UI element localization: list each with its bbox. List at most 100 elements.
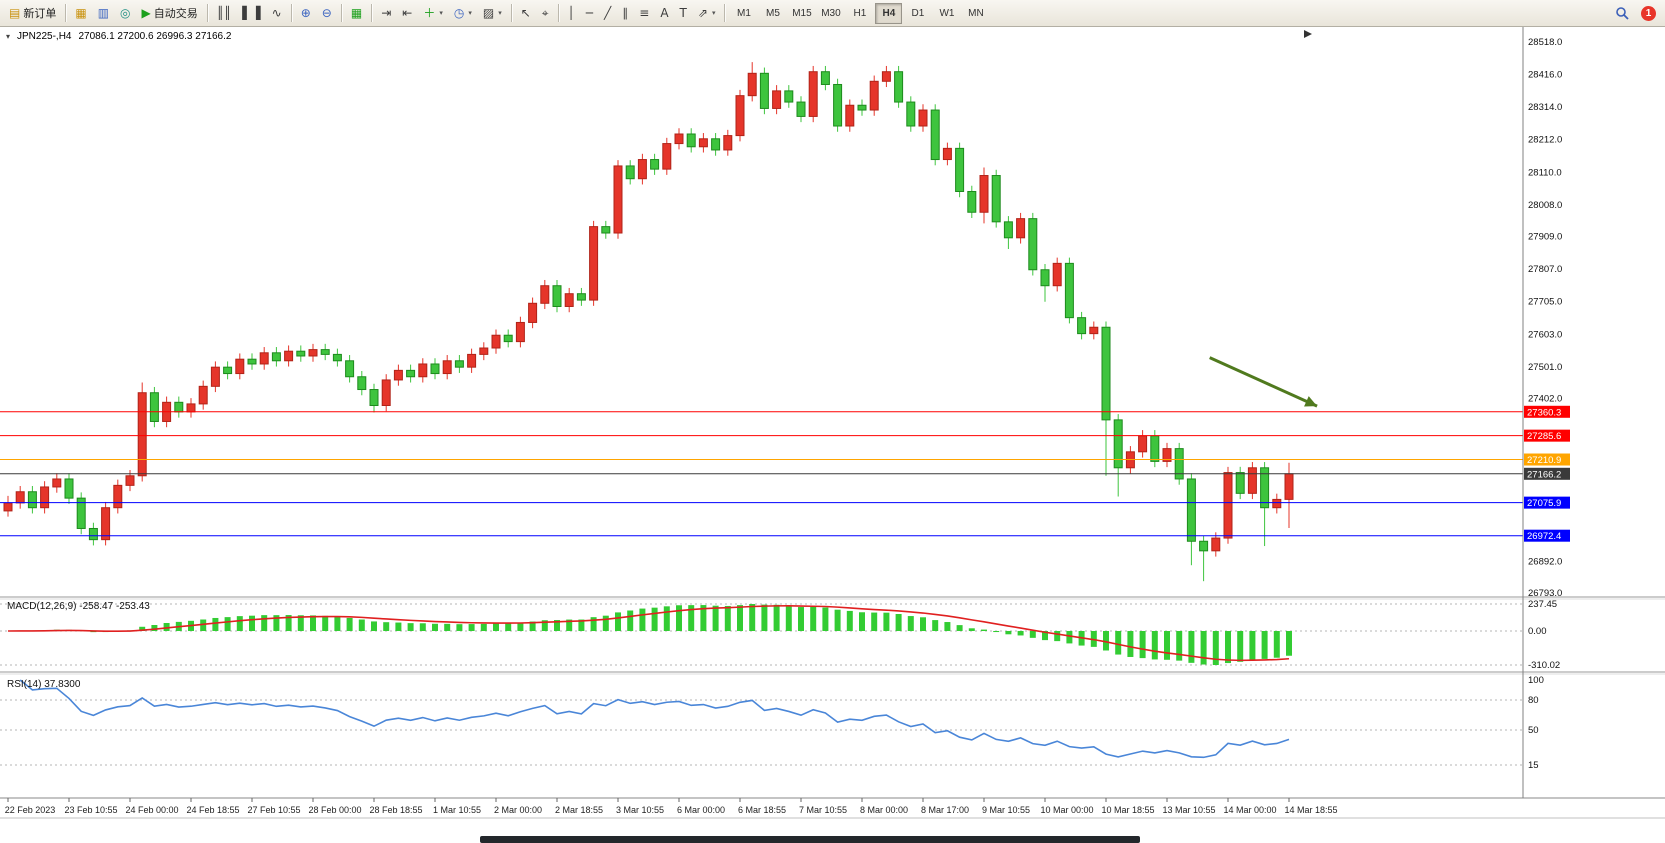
timeframe-button-m5[interactable]: M5 xyxy=(766,7,780,19)
crosshair-tool-button[interactable]: ⌖ xyxy=(537,2,554,25)
price-axis-label: 28110.0 xyxy=(1528,167,1562,178)
auto-scroll-icon: ⇥ xyxy=(381,6,392,20)
toolbar-separator xyxy=(724,4,726,22)
tile-windows-button[interactable]: ▦ xyxy=(346,2,367,25)
time-axis-label: 28 Feb 00:00 xyxy=(308,805,361,815)
time-axis-label: 24 Feb 18:55 xyxy=(186,805,239,815)
autotrading-button[interactable]: ▶ 自动交易 xyxy=(137,2,203,25)
price-axis-label: 27705.0 xyxy=(1528,297,1562,308)
vertical-line-tool-button[interactable]: │ xyxy=(563,2,580,25)
text-label-icon: T xyxy=(679,6,687,20)
zoom-out-button[interactable]: ⊖ xyxy=(317,2,337,25)
vertical-line-icon: │ xyxy=(567,6,575,20)
zoom-in-button[interactable]: ⊕ xyxy=(296,2,316,25)
price-axis-label: 28212.0 xyxy=(1528,135,1562,146)
chart-canvas[interactable]: 28518.0 28416.0 28314.0 28212.0 28110.0 28008… xyxy=(0,27,1665,843)
text-tool-button[interactable]: A xyxy=(655,2,673,25)
timeframe-button-m15[interactable]: M15 xyxy=(792,7,812,19)
toolbar-right-group: 1 xyxy=(1610,2,1661,25)
timeframe-button-d1[interactable]: D1 xyxy=(911,7,925,19)
text-icon: A xyxy=(660,6,669,20)
fibonacci-icon: ≡ xyxy=(639,6,650,20)
rsi-axis-label: 80 xyxy=(1528,695,1539,706)
horizontal-line-icon: ─ xyxy=(585,6,594,20)
market-watch-button[interactable]: ▦ xyxy=(70,2,91,25)
price-axis-label: 28416.0 xyxy=(1528,70,1562,81)
chevron-down-icon: ▾ xyxy=(468,9,472,17)
candlestick-mode-button[interactable]: ▌▐ xyxy=(237,2,265,25)
price-axis-label: 27501.0 xyxy=(1528,362,1562,373)
search-icon xyxy=(1616,7,1629,20)
line-chart-mode-button[interactable]: ∿ xyxy=(267,2,287,25)
cursor-tool-button[interactable]: ↖ xyxy=(516,2,536,25)
bar-chart-mode-button[interactable]: ║║ xyxy=(212,2,236,25)
price-axis-label: 28518.0 xyxy=(1528,37,1562,48)
timeframe-button-w1[interactable]: W1 xyxy=(939,7,955,19)
time-axis-label: 9 Mar 10:55 xyxy=(982,805,1030,815)
text-label-tool-button[interactable]: T xyxy=(675,2,692,25)
navigator-button[interactable]: ◎ xyxy=(115,2,135,25)
channel-icon: ∥ xyxy=(622,6,629,20)
price-axis-label: 27807.0 xyxy=(1528,264,1562,275)
chevron-down-icon: ▾ xyxy=(439,9,443,17)
scroll-to-end-marker[interactable] xyxy=(1304,30,1312,38)
one-click-trading-arrow-icon[interactable]: ▾ xyxy=(6,32,11,41)
new-order-icon: ▤ xyxy=(9,6,21,20)
time-axis-label: 7 Mar 10:55 xyxy=(799,805,847,815)
auto-scroll-button[interactable]: ⇥ xyxy=(376,2,396,25)
indicators-button[interactable]: ＋ ▾ xyxy=(418,2,448,25)
timeframe-button-h4[interactable]: H4 xyxy=(875,2,903,24)
toolbar-separator xyxy=(290,4,292,22)
main-toolbar: ▤ 新订单 ▦ ▥ ◎ ▶ 自动交易 ║║ ▌▐ ∿ ⊕ ⊖ ▦ ⇥ ⇤ ＋ ▾ … xyxy=(0,0,1665,27)
trend-arrow-annotation[interactable] xyxy=(1209,356,1318,408)
price-tag-label: 27210.9 xyxy=(1527,455,1561,466)
autotrading-label: 自动交易 xyxy=(153,8,198,20)
time-axis-label: 2 Mar 18:55 xyxy=(555,805,603,815)
trend-arrow-head xyxy=(1304,396,1318,407)
horizontal-line-tool-button[interactable]: ─ xyxy=(581,2,598,25)
price-tag xyxy=(1524,453,1570,466)
rsi-axis-label: 100 xyxy=(1528,675,1544,686)
taskbar-sliver[interactable] xyxy=(480,836,1140,843)
price-axis-label: 26892.0 xyxy=(1528,556,1562,567)
time-axis-label: 10 Mar 00:00 xyxy=(1040,805,1093,815)
price-axis-label: 26793.0 xyxy=(1528,588,1562,599)
timeframe-button-m1[interactable]: M1 xyxy=(737,7,751,19)
shapes-tool-button[interactable]: ⇗ ▾ xyxy=(693,2,721,25)
crosshair-icon: ⌖ xyxy=(541,6,549,20)
time-axis-label: 27 Feb 10:55 xyxy=(247,805,300,815)
price-axis-label: 27603.0 xyxy=(1528,329,1562,340)
time-axis-label: 6 Mar 00:00 xyxy=(677,805,725,815)
timeframe-button-mn[interactable]: MN xyxy=(968,7,984,19)
periods-button[interactable]: ◷ ▾ xyxy=(449,2,477,25)
new-order-button[interactable]: ▤ 新订单 xyxy=(4,2,61,25)
price-axis-label: 27909.0 xyxy=(1528,232,1562,243)
templates-button[interactable]: ▨ ▾ xyxy=(478,2,507,25)
toolbar-separator xyxy=(65,4,67,22)
price-tag xyxy=(1524,429,1570,442)
channel-tool-button[interactable]: ∥ xyxy=(617,2,633,25)
time-axis-label: 23 Feb 10:55 xyxy=(64,805,117,815)
fibonacci-tool-button[interactable]: ≡ xyxy=(634,2,654,25)
toolbar-separator xyxy=(371,4,373,22)
timeframe-button-h1[interactable]: H1 xyxy=(853,7,867,19)
trendline-tool-button[interactable]: ╱ xyxy=(599,2,616,25)
navigator-icon: ◎ xyxy=(120,6,131,20)
bar-chart-icon: ║║ xyxy=(216,6,232,20)
price-tag xyxy=(1524,529,1570,542)
search-button[interactable] xyxy=(1610,2,1634,25)
notification-badge[interactable]: 1 xyxy=(1641,5,1656,21)
price-axis-label: 27402.0 xyxy=(1528,393,1562,404)
time-axis-label: 24 Feb 00:00 xyxy=(125,805,178,815)
line-chart-icon: ∿ xyxy=(271,6,282,20)
macd-signal-line xyxy=(7,605,1290,662)
macd-axis-label: 0.00 xyxy=(1528,626,1547,637)
price-tag xyxy=(1524,405,1570,418)
autotrading-icon: ▶ xyxy=(141,6,151,20)
zoom-in-icon: ⊕ xyxy=(300,6,311,20)
data-window-button[interactable]: ▥ xyxy=(93,2,114,25)
timeframe-button-m30[interactable]: M30 xyxy=(821,7,841,19)
chart-shift-button[interactable]: ⇤ xyxy=(397,2,417,25)
price-tag-label: 27075.9 xyxy=(1527,498,1561,509)
